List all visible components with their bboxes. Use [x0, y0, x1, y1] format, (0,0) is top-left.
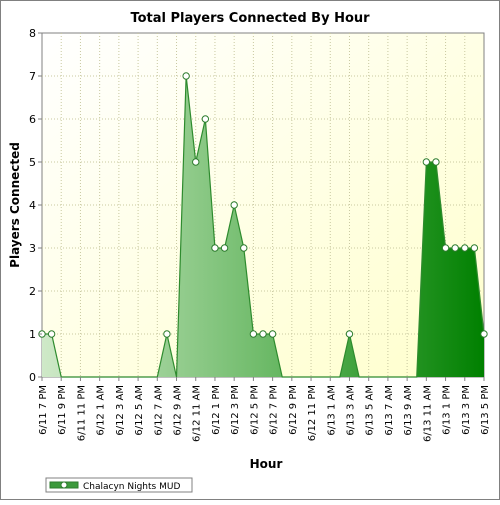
data-point	[47, 330, 56, 338]
data-point	[220, 244, 229, 252]
x-tick-label: 6/12 11 AM	[192, 385, 203, 442]
x-tick-label: 6/13 9 AM	[403, 385, 414, 436]
series-points	[38, 72, 488, 338]
x-axis: 6/11 7 PM 6/11 9 PM 6/11 11 PM 6/12 1 AM 6/1…	[38, 377, 491, 442]
data-point	[268, 330, 277, 338]
x-tick-label: 6/12 7 AM	[153, 385, 164, 436]
data-point	[259, 330, 267, 338]
x-tick-label: 6/12 5 PM	[249, 385, 260, 435]
data-point	[201, 115, 210, 123]
data-point	[441, 244, 450, 252]
data-point	[432, 158, 440, 166]
x-tick-label: 6/13 7 AM	[384, 385, 395, 436]
x-tick-label: 6/12 9 PM	[288, 385, 299, 435]
y-tick-label: 6	[29, 113, 36, 126]
chart-title: Total Players Connected By Hour	[130, 11, 370, 26]
y-tick-label: 2	[29, 285, 36, 298]
y-tick-label: 1	[29, 328, 36, 341]
legend-marker	[60, 481, 68, 489]
data-point	[480, 330, 488, 338]
legend-box	[45, 477, 193, 493]
x-tick-label: 6/13 3 AM	[345, 385, 356, 436]
x-tick-label: 6/12 11 PM	[307, 385, 318, 441]
x-tick-label: 6/12 9 AM	[173, 385, 184, 436]
y-tick-label: 5	[29, 156, 36, 169]
y-tick-label: 7	[29, 70, 36, 83]
data-point	[163, 330, 171, 338]
x-tick-label: 6/11 7 PM	[38, 385, 49, 435]
x-tick-label: 6/13 3 PM	[461, 385, 472, 435]
data-point	[192, 158, 200, 166]
x-tick-label: 6/12 1 PM	[211, 385, 222, 435]
data-point	[470, 244, 479, 252]
y-tick-label: 4	[29, 199, 36, 212]
x-tick-label: 6/12 7 PM	[269, 385, 280, 435]
data-point	[230, 201, 238, 209]
y-tick-label: 8	[29, 27, 36, 40]
data-point	[249, 330, 258, 338]
x-tick-label: 6/11 9 PM	[57, 385, 68, 435]
data-point	[461, 244, 469, 252]
x-tick-label: 6/13 5 AM	[365, 385, 376, 436]
x-tick-label: 6/12 1 AM	[96, 385, 107, 436]
legend: Chalacyn Nights MUD	[45, 477, 193, 493]
x-tick-label: 6/12 3 AM	[115, 385, 126, 436]
x-axis-label: Hour	[250, 457, 283, 471]
series-area-fill	[42, 76, 484, 377]
x-tick-label: 6/13 1 AM	[326, 385, 337, 436]
y-axis: 0 1 2 3 4 5 6 7 8	[29, 27, 42, 384]
data-point	[451, 244, 459, 252]
data-point	[240, 244, 248, 252]
y-tick-label: 0	[29, 371, 36, 384]
x-tick-label: 6/12 5 AM	[134, 385, 145, 436]
x-tick-label: 6/12 3 PM	[230, 385, 241, 435]
legend-label: Chalacyn Nights MUD	[83, 482, 180, 492]
x-tick-label: 6/13 11 AM	[422, 385, 433, 442]
y-tick-label: 3	[29, 242, 36, 255]
data-point	[422, 158, 431, 166]
x-tick-label: 6/11 11 PM	[76, 385, 87, 441]
x-tick-label: 6/13 1 PM	[442, 385, 453, 435]
y-axis-label: Players Connected	[8, 142, 22, 268]
plot-area	[41, 32, 485, 378]
x-tick-label: 6/13 5 PM	[480, 385, 491, 435]
data-point	[345, 330, 354, 338]
data-point	[182, 72, 190, 80]
data-point	[211, 244, 219, 252]
